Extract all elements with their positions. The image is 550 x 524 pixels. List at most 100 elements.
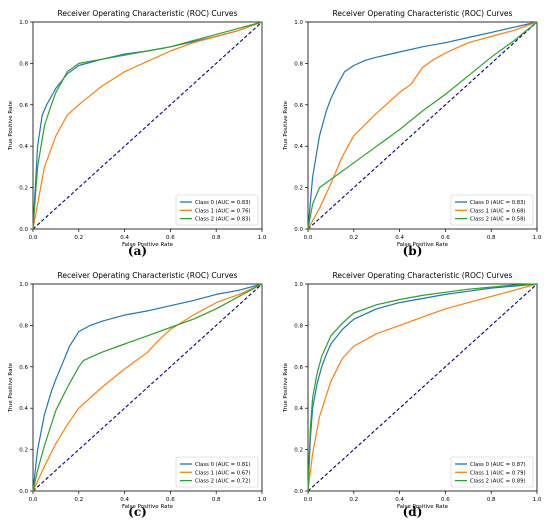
legend-label-b-class-0: Class 0 (AUC = 0.83) <box>470 200 526 206</box>
x-tick-label-c: 0.2 <box>74 497 83 503</box>
y-tick-label-b: 0.8 <box>294 61 303 67</box>
x-tick-label-a: 0.2 <box>74 235 83 241</box>
x-tick-label-a: 0.4 <box>120 235 129 241</box>
legend-label-a-class-0: Class 0 (AUC = 0.83) <box>195 200 251 206</box>
chart-title-a: Receiver Operating Characteristic (ROC) … <box>58 9 238 18</box>
x-tick-label-a: 0.6 <box>166 235 175 241</box>
roc-panel-b: Receiver Operating Characteristic (ROC) … <box>275 0 550 262</box>
y-tick-label-b: 0.2 <box>294 186 303 192</box>
x-tick-label-c: 1.0 <box>258 497 267 503</box>
roc-chart-c: Receiver Operating Characteristic (ROC) … <box>8 271 267 510</box>
x-axis-label-b: False Positive Rate <box>397 242 449 248</box>
x-tick-label-b: 0.4 <box>395 235 404 241</box>
diagonal-reference-line-d <box>307 283 538 492</box>
series-line-c-class-1 <box>32 283 263 492</box>
x-axis-label-a: False Positive Rate <box>122 242 174 248</box>
chart-title-c: Receiver Operating Characteristic (ROC) … <box>58 271 238 280</box>
series-line-d-class-1 <box>307 283 538 492</box>
x-tick-label-d: 0.8 <box>487 497 496 503</box>
panel-caption-c: (c) <box>128 505 147 519</box>
y-tick-label-a: 0.6 <box>19 103 28 109</box>
legend-label-c-class-2: Class 2 (AUC = 0.72) <box>195 479 251 485</box>
legend-label-a-class-2: Class 2 (AUC = 0.83) <box>195 217 251 223</box>
x-tick-label-c: 0.8 <box>212 497 221 503</box>
x-tick-label-b: 0.6 <box>441 235 450 241</box>
legend-label-c-class-1: Class 1 (AUC = 0.67) <box>195 470 251 476</box>
series-line-c-class-2 <box>32 283 263 492</box>
x-tick-label-b: 1.0 <box>533 235 542 241</box>
y-tick-label-d: 0.0 <box>294 489 303 495</box>
legend-label-b-class-2: Class 2 (AUC = 0.58) <box>470 217 526 223</box>
y-tick-label-d: 0.8 <box>294 323 303 329</box>
x-tick-label-c: 0.0 <box>29 497 38 503</box>
y-tick-label-a: 0.4 <box>19 144 28 150</box>
series-line-b-class-2 <box>307 21 538 230</box>
y-tick-label-b: 1.0 <box>294 20 303 26</box>
legend-box-d <box>450 456 534 488</box>
legend-label-d-class-1: Class 1 (AUC = 0.79) <box>470 470 526 476</box>
panel-caption-a: (a) <box>127 244 148 258</box>
x-tick-label-d: 0.6 <box>441 497 450 503</box>
panel-caption-d: (d) <box>402 505 423 519</box>
legend-b: Class 0 (AUC = 0.83) Class 1 (AUC = 0.68)… <box>450 194 534 226</box>
y-axis-label-d: True Positive Rate <box>283 362 289 413</box>
y-tick-label-c: 1.0 <box>19 282 28 288</box>
legend-label-d-class-0: Class 0 (AUC = 0.87) <box>470 462 526 468</box>
series-line-b-class-1 <box>307 21 538 230</box>
panel-caption-b: (b) <box>402 244 423 258</box>
x-tick-label-d: 1.0 <box>533 497 542 503</box>
y-tick-label-a: 0.0 <box>19 227 28 233</box>
y-tick-label-a: 0.8 <box>19 61 28 67</box>
y-tick-label-c: 0.4 <box>19 406 28 412</box>
series-line-d-class-2 <box>307 283 538 492</box>
series-line-d-class-0 <box>307 283 538 492</box>
diagonal-reference-line-c <box>32 283 263 492</box>
chart-title-b: Receiver Operating Characteristic (ROC) … <box>333 9 513 18</box>
y-tick-label-d: 0.4 <box>294 406 303 412</box>
y-tick-label-b: 0.6 <box>294 103 303 109</box>
x-tick-label-d: 0.0 <box>304 497 313 503</box>
x-axis-label-c: False Positive Rate <box>122 504 174 510</box>
series-line-b-class-0 <box>307 21 538 230</box>
x-tick-label-d: 0.4 <box>395 497 404 503</box>
roc-chart-a: Receiver Operating Characteristic (ROC) … <box>8 9 267 248</box>
y-axis-label-b: True Positive Rate <box>283 100 289 151</box>
diagonal-reference-line-a <box>32 21 263 230</box>
x-tick-label-c: 0.4 <box>120 497 129 503</box>
x-tick-label-b: 0.2 <box>349 235 358 241</box>
x-tick-label-c: 0.6 <box>166 497 175 503</box>
chart-title-d: Receiver Operating Characteristic (ROC) … <box>333 271 513 280</box>
y-tick-label-a: 1.0 <box>19 20 28 26</box>
x-tick-label-a: 0.0 <box>29 235 38 241</box>
y-tick-label-c: 0.6 <box>19 365 28 371</box>
series-line-a-class-2 <box>32 21 263 230</box>
roc-chart-b: Receiver Operating Characteristic (ROC) … <box>283 9 542 248</box>
y-tick-label-d: 0.6 <box>294 365 303 371</box>
y-axis-label-c: True Positive Rate <box>8 362 14 413</box>
diagonal-reference-line-b <box>307 21 538 230</box>
x-axis-label-d: False Positive Rate <box>397 504 449 510</box>
legend-box-a <box>175 194 259 226</box>
y-tick-label-c: 0.2 <box>19 448 28 454</box>
legend-label-a-class-1: Class 1 (AUC = 0.76) <box>195 208 251 214</box>
x-tick-label-b: 0.0 <box>304 235 313 241</box>
y-axis-label-a: True Positive Rate <box>8 100 14 151</box>
legend-c: Class 0 (AUC = 0.81) Class 1 (AUC = 0.67)… <box>175 456 259 488</box>
y-tick-label-b: 0.4 <box>294 144 303 150</box>
x-tick-label-a: 0.8 <box>212 235 221 241</box>
legend-label-c-class-0: Class 0 (AUC = 0.81) <box>195 462 251 468</box>
roc-panel-a: Receiver Operating Characteristic (ROC) … <box>0 0 275 262</box>
series-line-c-class-0 <box>32 283 263 492</box>
y-tick-label-c: 0.8 <box>19 323 28 329</box>
x-tick-label-b: 0.8 <box>487 235 496 241</box>
legend-d: Class 0 (AUC = 0.87) Class 1 (AUC = 0.79)… <box>450 456 534 488</box>
legend-label-b-class-1: Class 1 (AUC = 0.68) <box>470 208 526 214</box>
legend-a: Class 0 (AUC = 0.83) Class 1 (AUC = 0.76)… <box>175 194 259 226</box>
roc-panel-c: Receiver Operating Characteristic (ROC) … <box>0 262 275 524</box>
legend-box-c <box>175 456 259 488</box>
y-tick-label-b: 0.0 <box>294 227 303 233</box>
y-tick-label-d: 0.2 <box>294 448 303 454</box>
x-tick-label-d: 0.2 <box>349 497 358 503</box>
x-tick-label-a: 1.0 <box>258 235 267 241</box>
